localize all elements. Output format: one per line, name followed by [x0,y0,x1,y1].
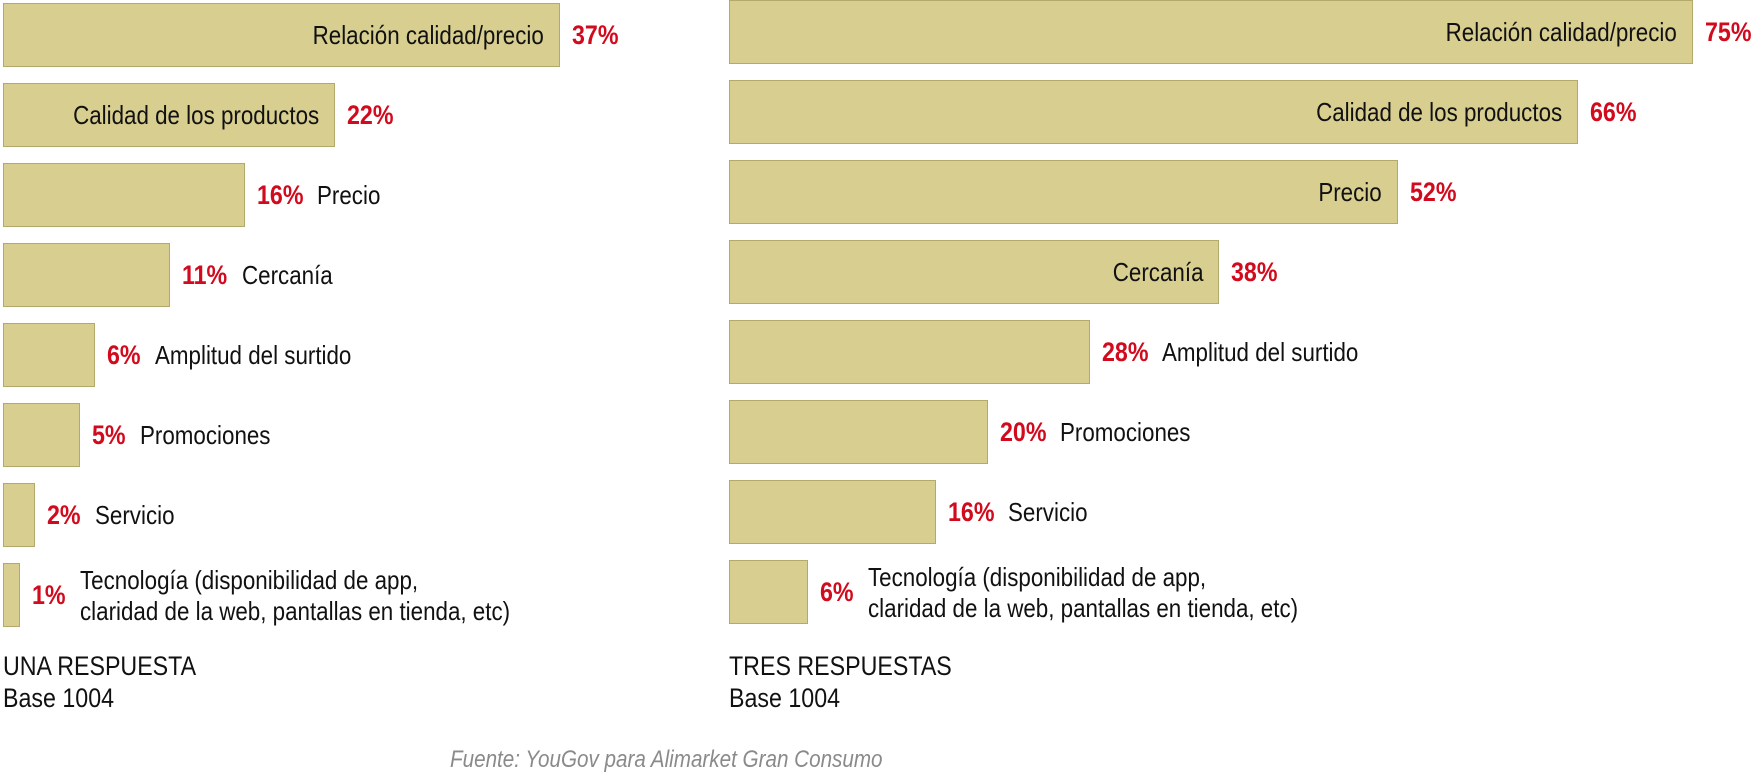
bar-row: 22% Calidad de los productos [3,83,1003,147]
bar-value-label: 2% [47,500,81,530]
bar-category-label: Relación calidad/precio [1446,0,1677,64]
chart-tres-respuestas: TRES RESPUESTAS Base 1004 75% Relación ca… [729,0,1760,720]
bar-category-label-line: Promociones [140,420,271,450]
bar-category-label: Tecnología (disponibilidad de app, clarid… [80,563,510,629]
bar-row: 20% Promociones [729,400,1729,464]
bar-row: 5% Promociones [3,403,1003,467]
bar-row: 37% Relación calidad/precio [3,3,1003,67]
bar-value-label: 11% [182,260,228,290]
bar-category-label-line: claridad de la web, pantallas en tienda,… [80,596,511,626]
bar [729,0,1693,64]
bar [3,3,560,67]
bar-category-label-line: Cercanía [242,260,333,290]
bar-row: 28% Amplitud del surtido [729,320,1729,384]
bar [3,323,95,387]
bar-row: 75% Relación calidad/precio [729,0,1751,64]
bar-category-label-line: Amplitud del surtido [1162,337,1359,367]
bar-category-label: Cercanía [242,243,333,307]
bar-category-label: Servicio [1008,480,1088,544]
bar-value-label: 37% [572,20,619,50]
bar [729,160,1398,224]
bar [729,320,1090,384]
bar-value-label: 22% [347,100,394,130]
bar-category-label: Amplitud del surtido [155,323,351,387]
bar-value-label: 66% [1590,97,1637,127]
bar-value-label: 5% [92,420,126,450]
bar-row: 6% Amplitud del surtido [3,323,1003,387]
bar-category-label-line: Relación calidad/precio [312,20,544,50]
bar-category-label: Calidad de los productos [1316,80,1562,144]
bar [729,80,1578,144]
bar [729,240,1219,304]
bar-category-label-line: Tecnología (disponibilidad de app, [80,565,419,595]
source-note: Fuente: YouGov para Alimarket Gran Consu… [450,746,883,773]
bar-category-label-line: Servicio [95,500,175,530]
bar-category-label: Servicio [95,483,175,547]
bar-row: 6% Tecnología (disponibilidad de app, clar… [729,560,1729,624]
bar-category-label: Tecnología (disponibilidad de app, clarid… [868,560,1298,626]
bar-value-label: 38% [1231,257,1278,287]
bar-category-label-line: Cercanía [1112,257,1203,287]
bar-value-label: 6% [820,577,854,607]
chart-subtitle: Base 1004 [729,683,841,713]
bar-value-label: 28% [1102,337,1149,367]
bar-value-label: 16% [257,180,304,210]
chart-title: UNA RESPUESTA [3,651,197,681]
bar-row: 38% Cercanía [729,240,1729,304]
bar-category-label: Calidad de los productos [73,83,319,147]
bar-value-label: 52% [1410,177,1457,207]
bar-category-label-line: Amplitud del surtido [155,340,352,370]
bar-category-label: Relación calidad/precio [313,3,544,67]
bar [729,560,808,624]
chart-subtitle: Base 1004 [3,683,115,713]
bar [3,243,170,307]
bar [3,83,335,147]
chart-una-respuesta: UNA RESPUESTA Base 1004 37% Relación cali… [3,0,703,720]
bar-category-label: Precio [1319,160,1382,224]
bar-row: 2% Servicio [3,483,1003,547]
bar-category-label-line: Calidad de los productos [1315,97,1562,127]
bar-row: 11% Cercanía [3,243,1003,307]
bar-category-label-line: Calidad de los productos [72,100,319,130]
bar [729,480,936,544]
bar-value-label: 1% [32,580,66,610]
bar-category-label-line: claridad de la web, pantallas en tienda,… [868,593,1299,623]
bar-category-label: Promociones [1060,400,1190,464]
bar-category-label-line: Servicio [1008,497,1088,527]
bar-value-label: 16% [948,497,995,527]
bar-category-label-line: Precio [317,180,381,210]
bar-category-label-line: Precio [1318,177,1382,207]
bar [729,400,988,464]
bar-category-label: Precio [317,163,380,227]
bar-category-label-line: Tecnología (disponibilidad de app, [868,562,1207,592]
chart-title: TRES RESPUESTAS [729,651,952,681]
bar-row: 16% Precio [3,163,1003,227]
bar [3,563,20,627]
bar-row: 52% Precio [729,160,1729,224]
bar-row: 16% Servicio [729,480,1729,544]
bar [3,163,245,227]
bar-category-label: Promociones [140,403,270,467]
bar-category-label: Cercanía [1112,240,1203,304]
bar [3,403,80,467]
bar-value-label: 75% [1705,17,1752,47]
bar [3,483,35,547]
bar-value-label: 6% [107,340,141,370]
bar-category-label: Amplitud del surtido [1162,320,1358,384]
bar-row: 66% Calidad de los productos [729,80,1729,144]
bar-value-label: 20% [1000,417,1047,447]
bar-row: 1% Tecnología (disponibilidad de app, clar… [3,563,1003,627]
bar-category-label-line: Relación calidad/precio [1445,17,1677,47]
bar-category-label-line: Promociones [1060,417,1191,447]
